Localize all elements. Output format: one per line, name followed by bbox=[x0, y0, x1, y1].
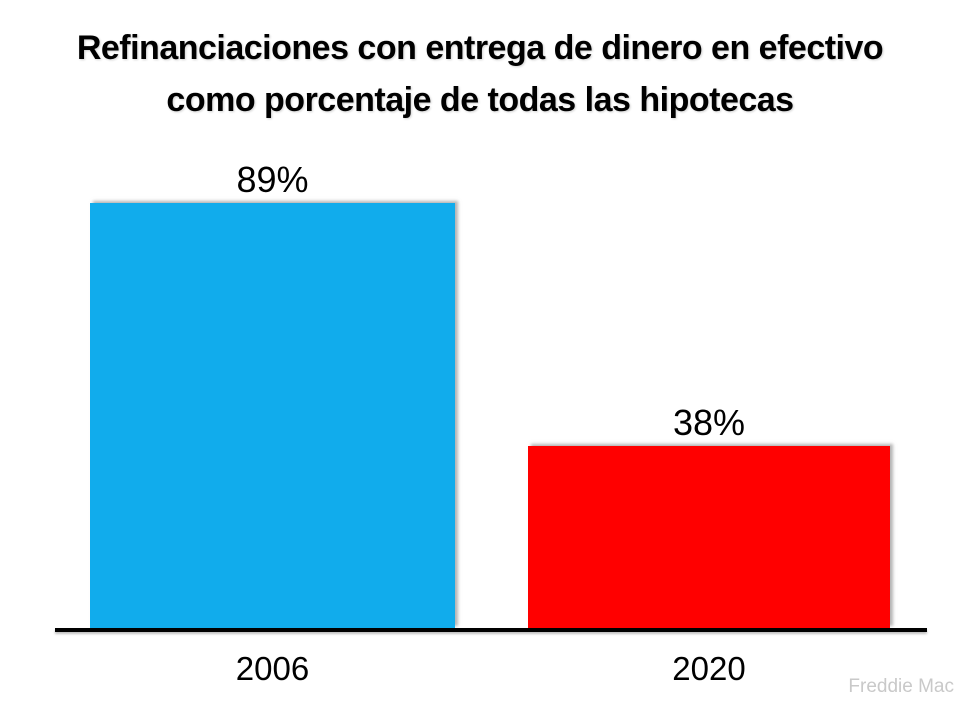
plot-area: 89% 38% bbox=[0, 150, 960, 628]
source-watermark: Freddie Mac bbox=[848, 676, 954, 697]
value-label-2006: 89% bbox=[236, 158, 309, 200]
category-label-2020: 2020 bbox=[672, 650, 746, 687]
chart-title-line2: como porcentaje de todas las hipotecas bbox=[166, 81, 794, 119]
bar-group-2020: 38% bbox=[528, 150, 890, 628]
bar-group-2006: 89% bbox=[90, 150, 455, 628]
category-label-2006: 2006 bbox=[235, 650, 310, 687]
bar-2020 bbox=[528, 446, 890, 628]
x-axis-line bbox=[55, 628, 927, 632]
value-label-2020: 38% bbox=[672, 402, 746, 444]
chart-title-line1: Refinanciaciones con entrega de dinero e… bbox=[76, 29, 884, 67]
bar-2006 bbox=[90, 202, 455, 628]
chart-title: Refinanciaciones con entrega de dinero e… bbox=[0, 22, 960, 126]
